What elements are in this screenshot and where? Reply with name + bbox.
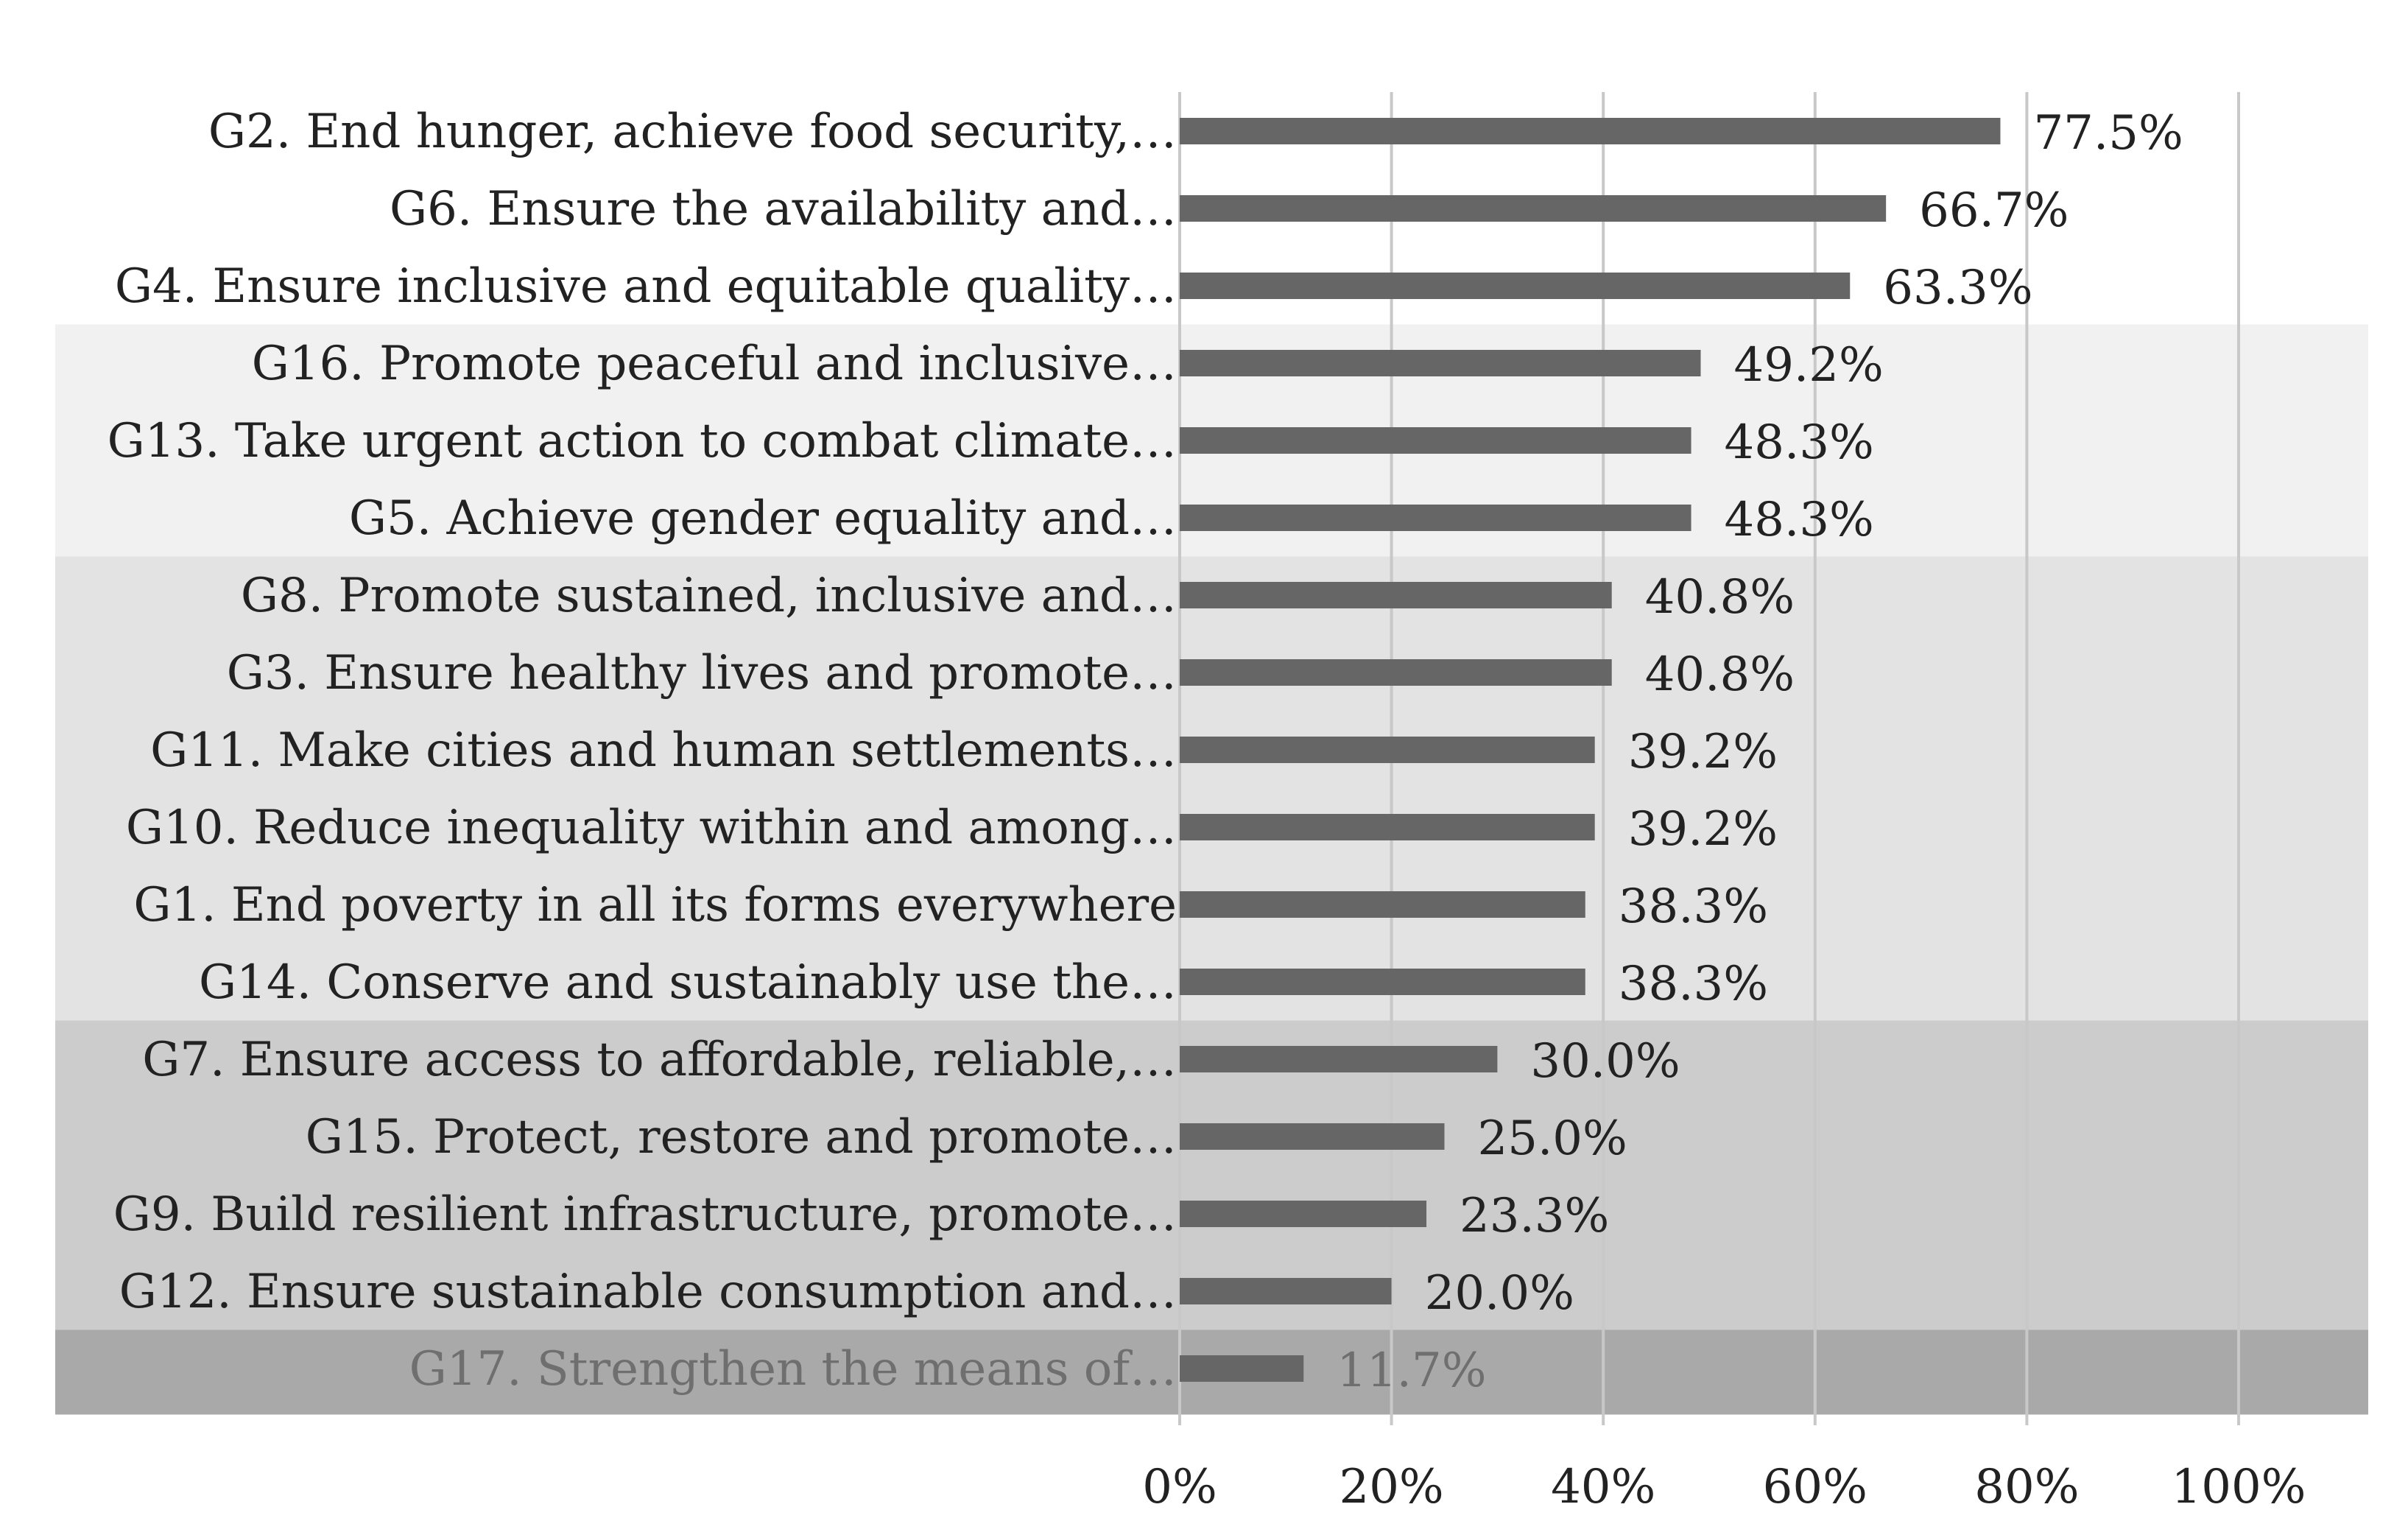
value-label-5: 48.3% (1725, 493, 1874, 547)
x-tick-label-100: 100% (2172, 1460, 2306, 1514)
x-axis-ticks: 0% 20% 40% 60% 80% 100% (1142, 1460, 2306, 1514)
bar-4 (1180, 427, 1691, 454)
bar-8 (1180, 737, 1595, 763)
x-tick-label-20: 20% (1339, 1460, 1443, 1514)
bar-13 (1180, 1123, 1445, 1150)
bar-10 (1180, 891, 1585, 918)
bar-16 (1180, 1355, 1304, 1382)
category-label-8: G11. Make cities and human settlements… (150, 723, 1177, 778)
bar-2 (1180, 273, 1851, 299)
x-tick-label-0: 0% (1142, 1460, 1217, 1514)
bar-0 (1180, 118, 2001, 144)
x-tick-label-60: 60% (1763, 1460, 1867, 1514)
value-label-3: 49.2% (1733, 338, 1883, 393)
category-label-14: G9. Build resilient infrastructure, prom… (113, 1187, 1177, 1242)
category-label-0: G2. End hunger, achieve food security,… (208, 105, 1177, 159)
category-label-11: G14. Conserve and sustainably use the… (199, 955, 1177, 1010)
category-label-9: G10. Reduce inequality within and among… (126, 801, 1177, 855)
category-label-13: G15. Protect, restore and promote… (306, 1110, 1177, 1165)
category-labels: G2. End hunger, achieve food security,… G… (108, 105, 1177, 1397)
value-label-4: 48.3% (1725, 415, 1874, 470)
value-label-15: 20.0% (1425, 1266, 1574, 1321)
value-label-0: 77.5% (2033, 106, 2183, 161)
category-label-12: G7. Ensure access to affordable, reliabl… (142, 1033, 1177, 1087)
category-label-4: G13. Take urgent action to combat climat… (108, 414, 1177, 468)
bar-14 (1180, 1201, 1427, 1227)
bars-layer (1180, 118, 2001, 1382)
bar-6 (1180, 582, 1612, 608)
category-label-2: G4. Ensure inclusive and equitable quali… (115, 259, 1177, 314)
category-label-7: G3. Ensure healthy lives and promote… (227, 646, 1177, 700)
category-label-3: G16. Promote peaceful and inclusive… (252, 337, 1177, 391)
bar-15 (1180, 1278, 1392, 1304)
value-label-13: 25.0% (1478, 1111, 1627, 1166)
x-tick-label-80: 80% (1974, 1460, 2079, 1514)
value-labels: 77.5% 66.7% 63.3%49.2% 48.3% 48.3% 40.8% 40.8%… (1337, 106, 2183, 1398)
category-label-5: G5. Achieve gender equality and… (349, 491, 1177, 546)
value-label-12: 30.0% (1530, 1034, 1680, 1089)
value-label-7: 40.8% (1645, 647, 1795, 702)
value-label-2: 63.3% (1883, 261, 2032, 315)
value-label-9: 39.2% (1628, 802, 1778, 857)
value-label-14: 23.3% (1460, 1189, 1609, 1243)
value-label-1: 66.7% (1919, 183, 2069, 238)
value-label-6: 40.8% (1645, 570, 1795, 625)
category-label-10: G1. End poverty in all its forms everywh… (133, 878, 1177, 932)
value-label-11: 38.3% (1619, 957, 1768, 1011)
bar-5 (1180, 505, 1691, 531)
category-label-15: G12. Ensure sustainable consumption and… (119, 1265, 1177, 1319)
bar-11 (1180, 969, 1585, 995)
x-tick-label-40: 40% (1551, 1460, 1655, 1514)
category-label-6: G8. Promote sustained, inclusive and… (241, 569, 1177, 623)
value-label-16: 11.7% (1337, 1343, 1486, 1398)
bar-3 (1180, 350, 1701, 376)
bar-9 (1180, 814, 1595, 840)
value-label-8: 39.2% (1628, 725, 1778, 779)
value-label-10: 38.3% (1619, 879, 1768, 934)
bar-1 (1180, 195, 1887, 222)
band-3 (55, 556, 2368, 1021)
bar-12 (1180, 1046, 1498, 1072)
category-label-16: G17. Strengthen the means of… (409, 1342, 1177, 1397)
bar-7 (1180, 659, 1612, 686)
category-label-1: G6. Ensure the availability and… (390, 182, 1177, 236)
